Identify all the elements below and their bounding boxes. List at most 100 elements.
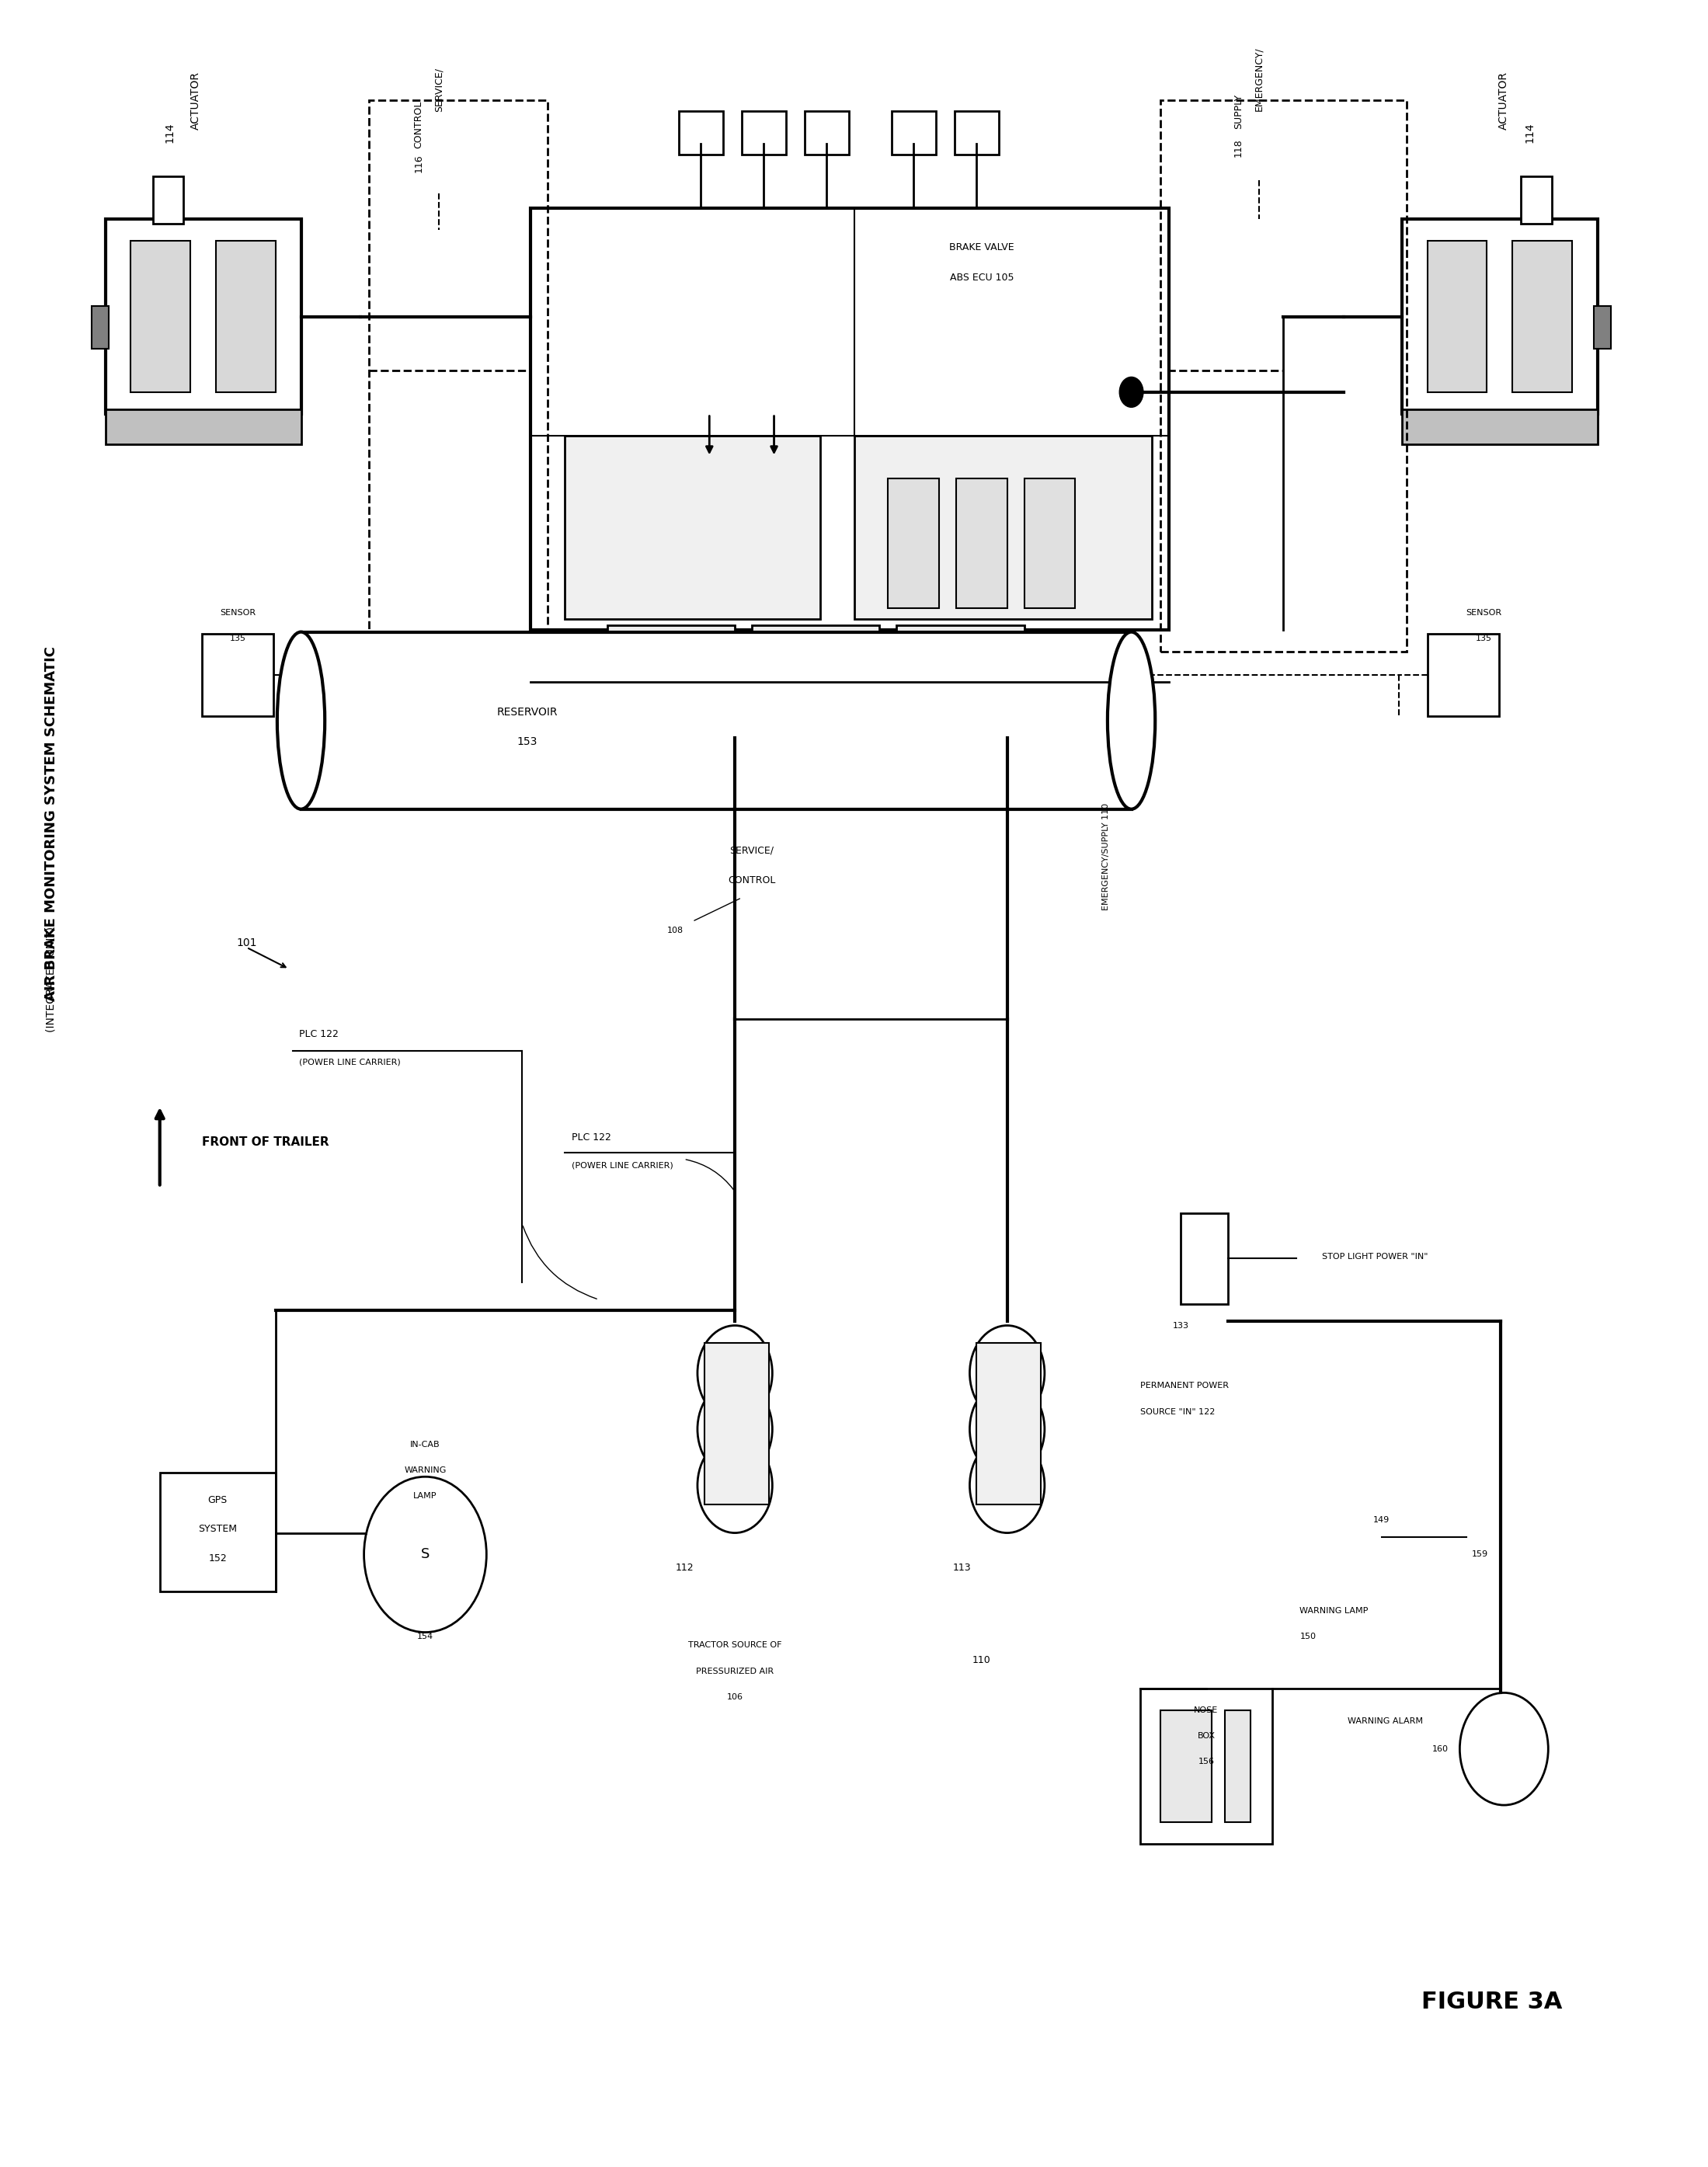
Bar: [531, 208, 1168, 631]
Circle shape: [970, 1439, 1045, 1532]
Bar: [977, 1344, 1042, 1504]
Text: NOSE: NOSE: [1194, 1705, 1218, 1714]
Text: GPS: GPS: [208, 1495, 227, 1506]
Text: IN-CAB: IN-CAB: [410, 1441, 441, 1448]
Bar: [675, 639, 705, 724]
Bar: [678, 111, 722, 154]
Bar: [752, 626, 880, 737]
Text: SENSOR: SENSOR: [220, 609, 256, 615]
Bar: [1402, 410, 1597, 444]
Text: (INTEGRATED UNIT): (INTEGRATED UNIT): [46, 927, 56, 1031]
Bar: [704, 1344, 769, 1504]
Text: BRAKE VALVE: BRAKE VALVE: [950, 243, 1015, 251]
Circle shape: [970, 1326, 1045, 1422]
Bar: [215, 241, 275, 392]
Bar: [965, 639, 996, 724]
Text: 110: 110: [972, 1656, 991, 1666]
Bar: [1139, 1688, 1272, 1844]
Text: PERMANENT POWER: PERMANENT POWER: [1139, 1383, 1228, 1389]
Text: CONTROL: CONTROL: [413, 100, 424, 147]
Bar: [1522, 176, 1551, 223]
Bar: [369, 100, 548, 652]
Bar: [154, 176, 183, 223]
Text: (POWER LINE CARRIER): (POWER LINE CARRIER): [299, 1057, 401, 1066]
Text: SYSTEM: SYSTEM: [198, 1523, 237, 1534]
Circle shape: [1460, 1692, 1547, 1805]
Text: 101: 101: [236, 938, 256, 949]
Bar: [608, 626, 734, 737]
Bar: [892, 111, 936, 154]
Text: SERVICE/: SERVICE/: [729, 845, 774, 856]
Text: 135: 135: [231, 635, 246, 641]
Text: 159: 159: [1472, 1552, 1488, 1558]
Bar: [565, 436, 820, 620]
Text: 149: 149: [1373, 1517, 1390, 1523]
Text: 154: 154: [417, 1632, 434, 1640]
Text: 153: 153: [518, 737, 538, 748]
Text: BOX: BOX: [1197, 1731, 1214, 1740]
Text: 116: 116: [413, 154, 424, 173]
Text: SOURCE "IN" 122: SOURCE "IN" 122: [1139, 1409, 1214, 1415]
Text: PLC 122: PLC 122: [299, 1029, 338, 1038]
Text: S: S: [420, 1547, 430, 1562]
Text: EMERGENCY/SUPPLY 110: EMERGENCY/SUPPLY 110: [1102, 804, 1110, 910]
Ellipse shape: [1107, 633, 1155, 808]
Bar: [106, 410, 301, 444]
Text: ACTUATOR: ACTUATOR: [1498, 72, 1510, 130]
Bar: [854, 436, 1151, 620]
Bar: [1402, 219, 1597, 414]
Bar: [955, 111, 999, 154]
Text: 156: 156: [1197, 1757, 1214, 1766]
Text: PLC 122: PLC 122: [572, 1133, 611, 1142]
Text: SENSOR: SENSOR: [1465, 609, 1501, 615]
Bar: [92, 306, 109, 349]
Bar: [888, 479, 939, 609]
Text: SUPPLY: SUPPLY: [1233, 93, 1243, 128]
Bar: [1025, 479, 1076, 609]
Text: TRACTOR SOURCE OF: TRACTOR SOURCE OF: [688, 1640, 782, 1649]
Bar: [769, 639, 799, 724]
Bar: [956, 479, 1008, 609]
Ellipse shape: [277, 633, 325, 808]
Bar: [1180, 1214, 1228, 1305]
Bar: [202, 635, 273, 717]
Text: 112: 112: [675, 1562, 693, 1573]
Bar: [1428, 635, 1500, 717]
Text: 160: 160: [1433, 1744, 1448, 1753]
Bar: [1594, 306, 1611, 349]
Text: LAMP: LAMP: [413, 1493, 437, 1500]
Bar: [1513, 241, 1571, 392]
Text: 106: 106: [726, 1692, 743, 1701]
Text: 152: 152: [208, 1554, 227, 1565]
Text: 135: 135: [1476, 635, 1491, 641]
Bar: [804, 111, 849, 154]
Circle shape: [970, 1383, 1045, 1476]
Bar: [820, 639, 851, 724]
Bar: [625, 639, 654, 724]
Text: 113: 113: [953, 1562, 972, 1573]
Bar: [1225, 1710, 1250, 1822]
Text: (POWER LINE CARRIER): (POWER LINE CARRIER): [572, 1162, 673, 1170]
Text: AIR BRAKE MONITORING SYSTEM SCHEMATIC: AIR BRAKE MONITORING SYSTEM SCHEMATIC: [44, 646, 58, 1001]
Text: SERVICE/: SERVICE/: [434, 67, 444, 113]
Text: STOP LIGHT POWER "IN": STOP LIGHT POWER "IN": [1322, 1253, 1428, 1261]
Text: 114: 114: [164, 124, 176, 143]
Text: FRONT OF TRAILER: FRONT OF TRAILER: [202, 1136, 330, 1149]
Text: ACTUATOR: ACTUATOR: [190, 72, 202, 130]
Circle shape: [697, 1326, 772, 1422]
Bar: [106, 219, 301, 414]
Text: CONTROL: CONTROL: [728, 875, 775, 886]
Bar: [1160, 100, 1407, 652]
Text: ABS ECU 105: ABS ECU 105: [950, 273, 1013, 282]
Bar: [161, 1471, 275, 1591]
Text: WARNING ALARM: WARNING ALARM: [1348, 1716, 1423, 1725]
Text: 118: 118: [1233, 139, 1243, 158]
Bar: [1428, 241, 1488, 392]
Bar: [741, 111, 786, 154]
Bar: [914, 639, 945, 724]
Circle shape: [697, 1439, 772, 1532]
Bar: [301, 633, 1131, 808]
Text: EMERGENCY/: EMERGENCY/: [1254, 48, 1264, 111]
Text: 133: 133: [1172, 1322, 1189, 1328]
Text: 150: 150: [1300, 1632, 1317, 1640]
